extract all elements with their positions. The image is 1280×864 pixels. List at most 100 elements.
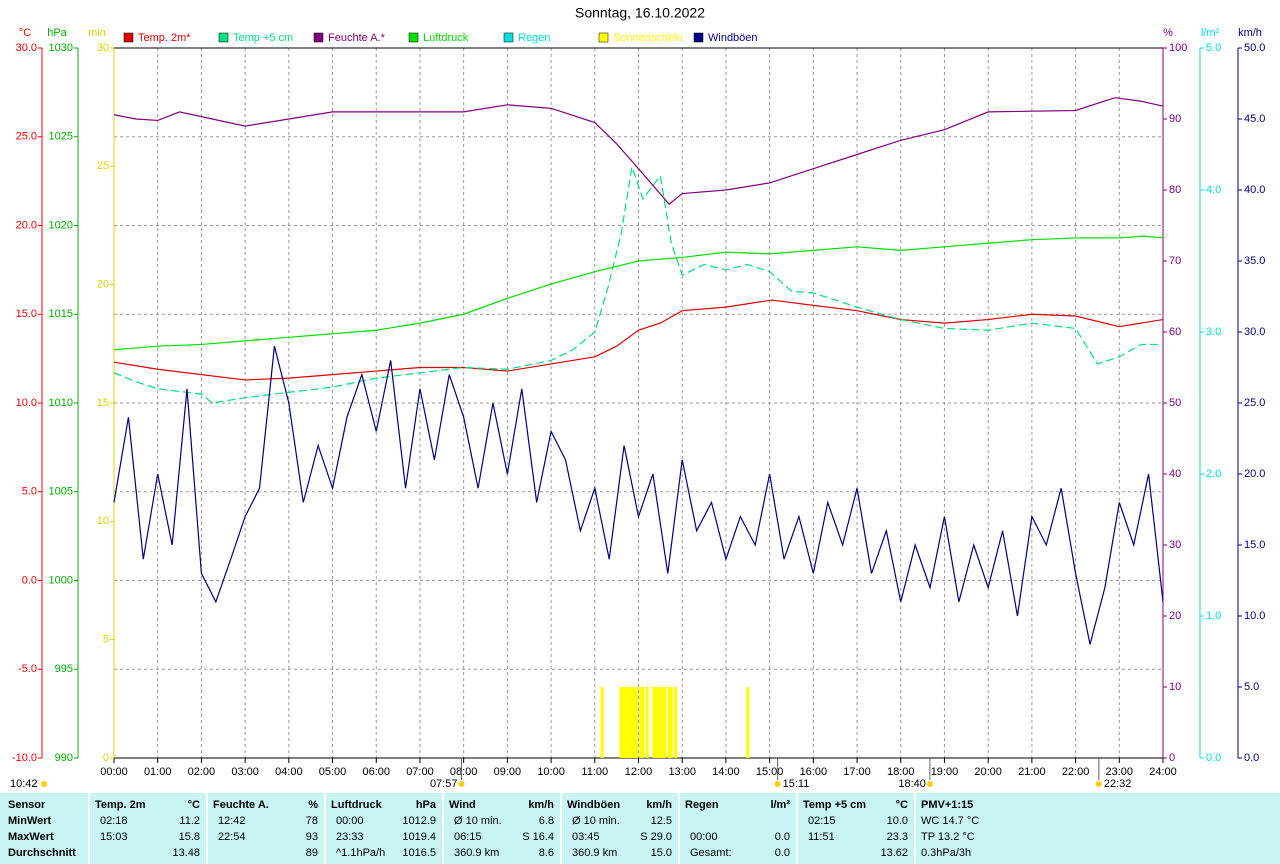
axis-unit: min: [88, 27, 106, 39]
y-tick-label: 60: [1169, 326, 1181, 338]
marker-label: 07:57: [430, 778, 458, 790]
y-tick-label: 10.0: [1244, 610, 1265, 622]
bar: [669, 687, 673, 758]
legend-swatch: [313, 32, 324, 43]
x-tick-label: 03:00: [231, 766, 259, 778]
table-cell: 15.0: [650, 847, 672, 859]
y-tick-label: 5.0: [1206, 42, 1221, 54]
table-cell: 02:18: [100, 815, 128, 827]
column-separator: [88, 793, 90, 864]
header-unit: %: [308, 799, 318, 811]
y-tick-label: 40.0: [1244, 184, 1265, 196]
x-tick-label: 06:00: [362, 766, 390, 778]
x-tick-label: 19:00: [931, 766, 959, 778]
table-cell: 15:03: [100, 831, 128, 843]
y-tick-label: 50: [1169, 397, 1181, 409]
table-cell: 10.0: [886, 815, 908, 827]
legend-swatch: [693, 32, 704, 43]
y-tick-label: 1015: [49, 308, 73, 320]
y-tick-label: 3.0: [1206, 326, 1221, 338]
x-tick-label: 08:00: [450, 766, 478, 778]
y-tick-label: 30: [1169, 539, 1181, 551]
x-tick-label: 16:00: [800, 766, 828, 778]
table-cell: 8.6: [538, 847, 554, 859]
table-cell: S 29.0: [640, 831, 672, 843]
y-tick-label: 30: [97, 42, 109, 54]
bar: [645, 687, 649, 758]
x-tick-label: 14:00: [712, 766, 740, 778]
x-tick-label: 15:00: [756, 766, 784, 778]
row-label: MaxWert: [8, 831, 54, 843]
table-cell: 1019.4: [402, 831, 436, 843]
y-tick-label: 20: [97, 279, 109, 291]
table-cell: WC 14.7 °C: [921, 815, 980, 827]
legend-swatch: [598, 32, 609, 43]
header-unit: °C: [187, 799, 200, 811]
marker-icon: [41, 781, 47, 787]
y-tick-label: 20: [1169, 610, 1181, 622]
y-tick-label: 4.0: [1206, 184, 1221, 196]
y-tick-label: 15.0: [1244, 539, 1265, 551]
y-tick-label: 30.0: [16, 42, 37, 54]
bar: [641, 687, 645, 758]
x-tick-label: 24:00: [1149, 766, 1177, 778]
table-cell: 23.3: [886, 831, 908, 843]
header-unit: km/h: [646, 799, 672, 811]
marker-icon: [458, 781, 465, 787]
header-unit: °C: [895, 799, 908, 811]
x-tick-label: 02:00: [188, 766, 216, 778]
column-separator: [324, 793, 326, 864]
bar: [630, 687, 634, 758]
table-cell: 00:00: [336, 815, 364, 827]
x-tick-label: 09:00: [494, 766, 522, 778]
y-tick-label: 10.0: [16, 397, 37, 409]
column-separator: [206, 793, 208, 864]
table-cell: Gesamt:: [690, 847, 732, 859]
y-tick-label: 5.0: [1244, 681, 1259, 693]
y-tick-label: 20.0: [1244, 468, 1265, 480]
y-tick-label: 1000: [49, 574, 73, 586]
x-tick-label: 22:00: [1062, 766, 1090, 778]
bar: [674, 687, 678, 758]
header-unit: l/m²: [770, 799, 790, 811]
column-separator: [560, 793, 562, 864]
legend-label: Luftdruck: [423, 32, 469, 44]
marker-label: 18:40: [898, 778, 926, 790]
y-tick-label: 10: [1169, 681, 1181, 693]
y-tick-label: -5.0: [18, 663, 37, 675]
y-tick-label: 90: [1169, 113, 1181, 125]
table-cell: 00:00: [690, 831, 718, 843]
y-tick-label: 0: [103, 752, 109, 764]
table-cell: 02:15: [808, 815, 836, 827]
y-tick-label: 990: [55, 752, 73, 764]
bar: [661, 687, 665, 758]
y-tick-label: 1030: [49, 42, 73, 54]
bar: [632, 687, 636, 758]
y-tick-label: 100: [1169, 42, 1187, 54]
series-line: [113, 235, 1164, 351]
table-cell: 15.8: [178, 831, 200, 843]
y-tick-label: -10.0: [12, 752, 37, 764]
header-cell: Luftdruck: [331, 799, 382, 811]
column-separator: [678, 793, 680, 864]
row-label: MinWert: [8, 815, 52, 827]
x-tick-label: 07:00: [406, 766, 434, 778]
table-cell: 93: [305, 831, 318, 843]
header-cell: Temp. 2m: [95, 799, 146, 811]
y-tick-label: 15.0: [16, 308, 37, 320]
bar: [619, 687, 623, 758]
header-cell: Windböen: [567, 799, 621, 811]
legend-label: Feuchte A.*: [328, 32, 386, 44]
row-label: Durchschnitt: [8, 847, 76, 859]
header-cell: Regen: [685, 799, 719, 811]
chart-title: Sonntag, 16.10.2022: [575, 5, 705, 21]
header-unit: hPa: [415, 799, 436, 811]
y-tick-label: 5.0: [22, 486, 37, 498]
bar: [652, 687, 656, 758]
bar: [634, 687, 638, 758]
bar: [663, 687, 667, 758]
chart: Sonntag, 16.10.2022 10:42 00:00 01:00 02:0…: [10, 4, 1266, 790]
stats-table: Sensor PMV+1:15 Temp. 2m °C Feuchte A.% Luftd…: [0, 793, 1280, 864]
table-cell: S 16.4: [522, 831, 554, 843]
